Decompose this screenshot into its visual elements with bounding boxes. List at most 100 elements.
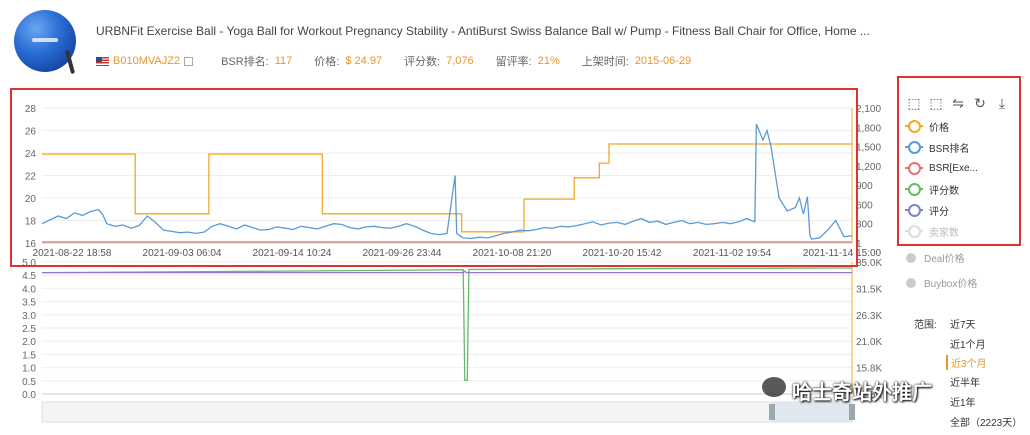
legend-label: 价格	[929, 122, 949, 134]
data-view-icon[interactable]: ⇋	[952, 95, 964, 111]
y-left-tick-label: 4.5	[22, 271, 36, 282]
legend-label: 评分	[929, 206, 949, 218]
brand-logo	[32, 38, 58, 42]
range-6m[interactable]: 近半年	[950, 378, 980, 389]
zoom-reset-icon[interactable]: ⬚	[929, 95, 943, 111]
legend-item-bsr[interactable]: BSR排名	[905, 139, 970, 155]
zoom-handle-left[interactable]	[769, 404, 775, 420]
y-left-tick-label: 2.0	[22, 337, 36, 348]
watermark-text: 哈士奇站外推广	[792, 382, 932, 404]
legend-marker-icon	[905, 203, 923, 217]
asin-link[interactable]: B010MVAJZ2	[113, 55, 181, 67]
y-left-tick-label: 0.5	[22, 377, 36, 388]
bsr-label: BSR排名:	[221, 56, 269, 68]
y-right-tick-label: 15.8K	[856, 364, 882, 375]
y-left-tick-label: 3.5	[22, 298, 36, 309]
legend-item-rating[interactable]: 评分	[905, 202, 949, 218]
legend-item-buybox-price[interactable]: Buybox价格	[906, 275, 977, 290]
range-1m[interactable]: 近1个月	[950, 340, 986, 351]
external-link-icon[interactable]	[184, 56, 194, 66]
x-tick-label: 2021-09-14 10:24	[253, 248, 332, 259]
price-value: $ 24.97	[345, 55, 383, 67]
legend-label: 卖家数	[929, 227, 959, 239]
legend-marker-icon	[905, 140, 923, 154]
y-right-tick-label: 10.5K	[856, 390, 882, 401]
y-left-tick-label: 24	[25, 149, 37, 160]
y-right-tick-label: 1	[856, 239, 862, 250]
legend-item-price[interactable]: 价格	[905, 118, 949, 134]
legend-marker-icon	[905, 182, 923, 196]
y-right-tick-label: 21.0K	[856, 337, 882, 348]
range-all[interactable]: 全部（2223天）	[950, 418, 1023, 429]
listed-value: 2015-06-29	[634, 55, 692, 67]
retention-value: 21%	[537, 55, 560, 67]
y-left-tick-label: 5.0	[22, 258, 36, 269]
restore-icon[interactable]: ↻	[974, 95, 986, 111]
legend-marker-icon	[905, 161, 923, 175]
y-left-tick-label: 2.5	[22, 324, 36, 335]
legend-marker-icon	[905, 224, 923, 238]
range-label: 范围:	[914, 320, 937, 331]
y-left-tick-label: 26	[25, 127, 37, 138]
legend-dot-icon	[906, 252, 916, 263]
listed-label: 上架时间:	[581, 56, 629, 68]
legend-item-deal-price[interactable]: Deal价格	[906, 250, 965, 265]
chart-toolbox: ⬚ ⬚ ⇋ ↻ ⤓	[906, 95, 1010, 112]
zoom-select-icon[interactable]: ⬚	[907, 95, 921, 111]
x-tick-label: 2021-09-26 23:44	[363, 248, 442, 259]
y-right-tick-label: 1,800	[856, 123, 881, 134]
reviews-value: 7,076	[446, 55, 474, 67]
y-left-tick-label: 18	[25, 217, 37, 228]
y-right-tick-label: 35.0K	[856, 258, 882, 269]
series-line	[41, 123, 853, 240]
legend-item-review-count[interactable]: 评分数	[905, 181, 959, 197]
x-tick-label: 2021-10-20 15:42	[583, 248, 662, 259]
y-right-tick-label: 300	[856, 220, 873, 231]
zoom-navigator[interactable]	[41, 401, 855, 423]
price-label: 价格:	[314, 56, 340, 68]
y-left-tick-label: 20	[25, 194, 37, 205]
y-left-tick-label: 28	[25, 104, 37, 115]
product-meta: B010MVAJZ2 BSR排名: 117 价格: $ 24.97 评分数: 7…	[96, 53, 691, 69]
legend-label: 评分数	[929, 185, 959, 197]
x-tick-label: 2021-10-08 21:20	[473, 248, 552, 259]
y-right-tick-label: 600	[856, 200, 873, 211]
x-tick-label: 2021-08-22 18:58	[33, 248, 112, 259]
x-tick-label: 2021-09-03 06:04	[143, 248, 222, 259]
y-right-tick-label: 1,500	[856, 143, 881, 154]
range-3m[interactable]: 近3个月	[946, 355, 987, 370]
retention-label: 留评率:	[495, 56, 532, 68]
legend-label: BSR排名	[929, 143, 970, 155]
y-right-tick-label: 31.5K	[856, 284, 882, 295]
y-right-tick-label: 2,100	[856, 104, 881, 115]
range-1y[interactable]: 近1年	[950, 398, 976, 409]
range-7d[interactable]: 近7天	[950, 320, 976, 331]
series-line	[42, 143, 852, 233]
wechat-icon	[762, 377, 786, 397]
y-left-tick-label: 3.0	[22, 311, 36, 322]
legend-item-seller-count[interactable]: 卖家数	[905, 223, 959, 239]
y-left-tick-label: 22	[25, 172, 37, 183]
us-flag-icon	[96, 56, 109, 66]
product-title[interactable]: URBNFit Exercise Ball - Yoga Ball for Wo…	[96, 24, 870, 38]
y-right-tick-label: 1,200	[856, 162, 881, 173]
y-left-tick-label: 16	[25, 239, 37, 250]
product-image[interactable]	[14, 10, 76, 75]
series-line	[41, 267, 853, 382]
x-tick-label: 2021-11-14 15:00	[803, 248, 882, 259]
y-right-tick-label: 900	[856, 181, 873, 192]
y-left-tick-label: 4.0	[22, 284, 36, 295]
legend-label: BSR[Exe...	[929, 162, 978, 174]
y-left-tick-label: 1.0	[22, 364, 36, 375]
legend-label: Buybox价格	[924, 279, 978, 290]
y-left-tick-label: 1.5	[22, 350, 36, 361]
y-left-tick-label: 0.0	[22, 390, 36, 401]
reviews-label: 评分数:	[404, 56, 441, 68]
zoom-handle-right[interactable]	[849, 404, 855, 420]
legend-dot-icon	[906, 277, 916, 288]
download-icon[interactable]: ⤓	[998, 95, 1006, 111]
x-tick-label: 2021-11-02 19:54	[693, 248, 772, 259]
legend-item-bsr-category[interactable]: BSR[Exe...	[905, 160, 978, 176]
legend-marker-icon	[905, 119, 923, 133]
